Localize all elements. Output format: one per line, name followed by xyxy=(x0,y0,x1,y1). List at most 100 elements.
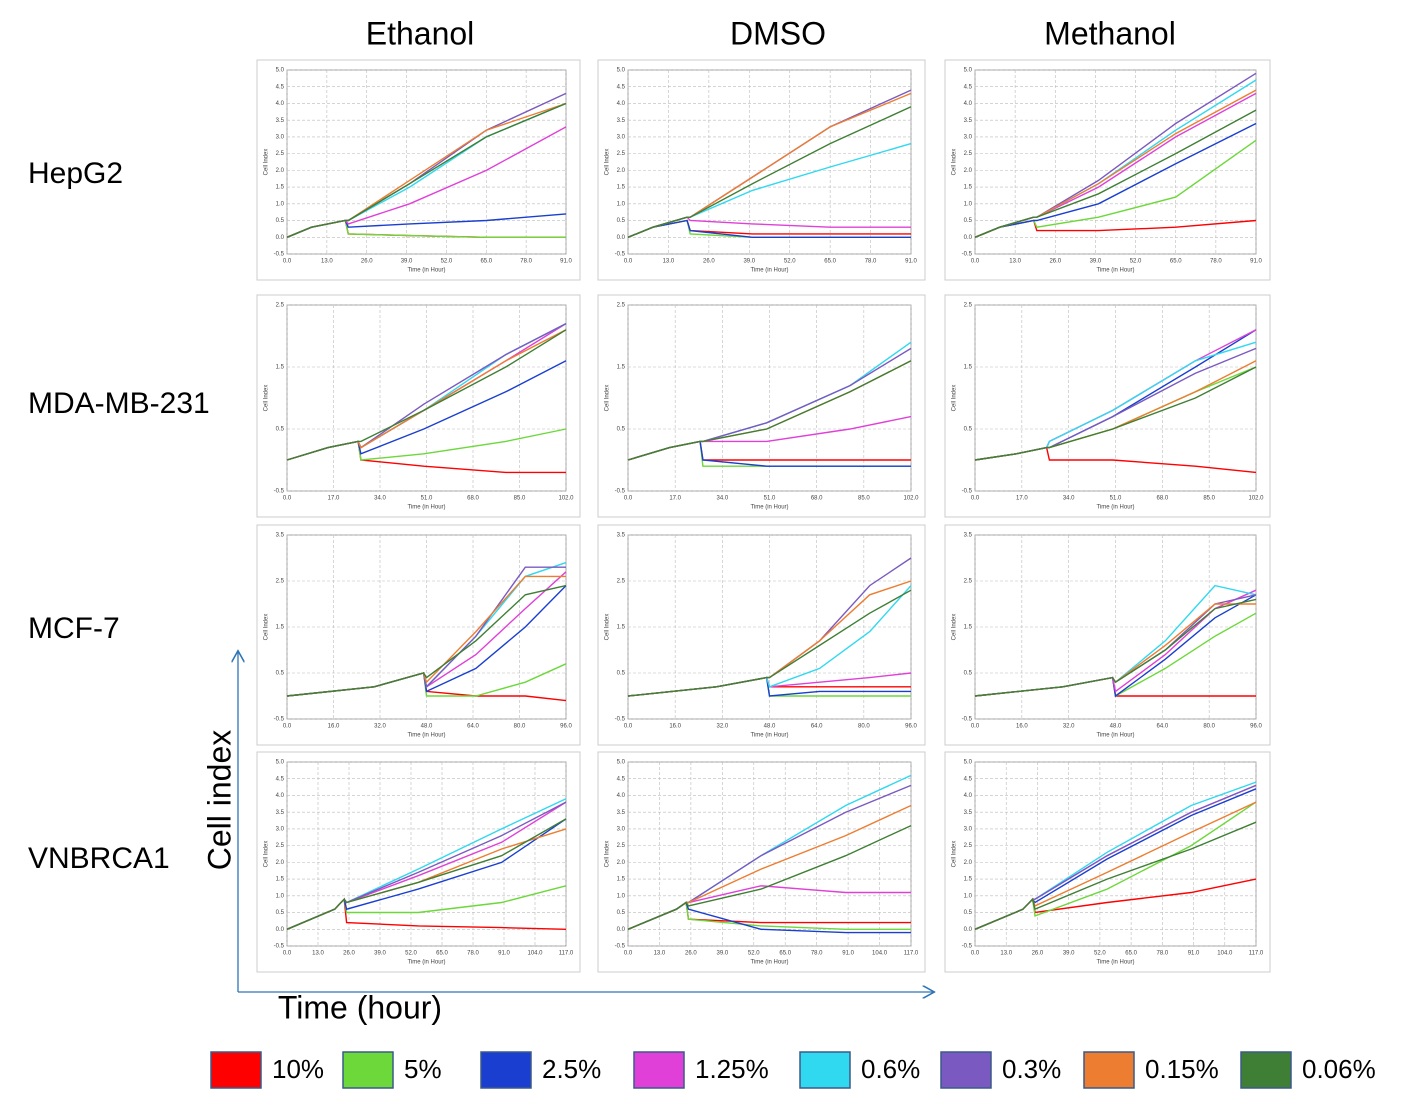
y-tick-label: 3.5 xyxy=(276,118,285,124)
panel-x-label: Time (in Hour) xyxy=(1096,505,1134,511)
x-tick-label: 104.0 xyxy=(872,951,888,957)
x-tick-label: 65.0 xyxy=(480,259,492,265)
y-tick-label: 1.0 xyxy=(964,893,973,899)
column-title: DMSO xyxy=(730,15,826,51)
y-tick-label: 2.0 xyxy=(276,168,285,174)
series-line xyxy=(627,824,912,930)
panel-y-label: Cell Index xyxy=(264,841,270,868)
y-tick-label: 4.5 xyxy=(964,84,973,90)
x-tick-label: 16.0 xyxy=(1016,724,1028,730)
x-tick-label: 17.0 xyxy=(328,496,340,502)
x-tick-label: 17.0 xyxy=(669,496,681,502)
y-tick-label: 5.0 xyxy=(276,68,285,74)
series-line xyxy=(286,818,567,930)
x-axis-title: Time (hour) xyxy=(278,989,442,1025)
series-line xyxy=(974,821,1257,930)
y-tick-label: 2.5 xyxy=(276,303,285,309)
series-line xyxy=(974,366,1257,461)
series-line xyxy=(974,598,1257,697)
x-tick-label: 91.0 xyxy=(1188,951,1200,957)
x-tick-label: 78.0 xyxy=(520,259,532,265)
y-tick-label: 0.0 xyxy=(964,927,973,933)
x-tick-label: 80.0 xyxy=(514,724,526,730)
panel-y-label: Cell Index xyxy=(605,385,611,412)
x-tick-label: 0.0 xyxy=(283,496,292,502)
x-tick-label: 78.0 xyxy=(1210,259,1222,265)
x-tick-label: 52.0 xyxy=(1130,259,1142,265)
x-tick-label: 13.0 xyxy=(1000,951,1012,957)
y-tick-label: 5.0 xyxy=(964,68,973,74)
x-tick-label: 0.0 xyxy=(283,724,292,730)
x-tick-label: 65.0 xyxy=(779,951,791,957)
y-tick-label: 3.5 xyxy=(964,118,973,124)
x-tick-label: 39.0 xyxy=(1063,951,1075,957)
x-tick-label: 17.0 xyxy=(1016,496,1028,502)
x-tick-label: 52.0 xyxy=(441,259,453,265)
panel-frame xyxy=(597,524,926,746)
y-tick-label: -0.5 xyxy=(274,717,285,723)
panel-frame xyxy=(256,59,581,281)
panel-x-label: Time (in Hour) xyxy=(750,733,788,739)
y-tick-label: 2.0 xyxy=(964,168,973,174)
x-tick-label: 117.0 xyxy=(559,951,574,957)
panel-x-label: Time (in Hour) xyxy=(1096,733,1134,739)
x-tick-label: 102.0 xyxy=(1248,496,1264,502)
legend-label: 0.15% xyxy=(1145,1054,1219,1084)
y-tick-label: 3.0 xyxy=(276,134,285,140)
row-label: MDA-MB-231 xyxy=(28,387,210,420)
x-tick-label: 13.0 xyxy=(321,259,333,265)
y-tick-label: 2.5 xyxy=(964,843,973,849)
x-tick-label: 51.0 xyxy=(1110,496,1122,502)
y-tick-label: 2.5 xyxy=(617,151,626,157)
y-tick-label: 1.0 xyxy=(617,201,626,207)
x-tick-label: 13.0 xyxy=(663,259,675,265)
column-title: Ethanol xyxy=(366,15,475,51)
y-tick-label: 3.5 xyxy=(964,810,973,816)
y-tick-label: 2.5 xyxy=(617,843,626,849)
panel-x-label: Time (in Hour) xyxy=(407,960,445,966)
x-tick-label: 102.0 xyxy=(558,496,574,502)
x-tick-label: 52.0 xyxy=(1094,951,1106,957)
series-line xyxy=(286,329,567,461)
y-tick-label: 1.5 xyxy=(617,185,626,191)
y-tick-label: 0.5 xyxy=(964,427,973,433)
panel-frame xyxy=(597,751,926,973)
y-tick-label: 0.0 xyxy=(964,235,973,241)
x-tick-label: 85.0 xyxy=(858,496,870,502)
legend-label: 0.6% xyxy=(861,1054,920,1084)
x-tick-label: 65.0 xyxy=(1125,951,1137,957)
x-tick-label: 0.0 xyxy=(971,259,980,265)
y-tick-label: 3.5 xyxy=(617,533,626,539)
x-tick-label: 80.0 xyxy=(1203,724,1215,730)
legend-swatch xyxy=(940,1051,992,1089)
y-tick-label: -0.5 xyxy=(615,489,626,495)
y-tick-label: 0.0 xyxy=(276,927,285,933)
y-tick-label: 1.5 xyxy=(276,625,285,631)
y-tick-label: 2.5 xyxy=(617,579,626,585)
y-tick-label: 0.5 xyxy=(276,671,285,677)
x-tick-label: 85.0 xyxy=(1203,496,1215,502)
x-tick-label: 34.0 xyxy=(716,496,728,502)
x-tick-label: 0.0 xyxy=(624,259,633,265)
y-tick-label: 0.5 xyxy=(617,427,626,433)
panel-y-label: Cell Index xyxy=(605,614,611,641)
x-tick-label: 96.0 xyxy=(560,724,572,730)
y-tick-label: -0.5 xyxy=(274,489,285,495)
y-tick-label: -0.5 xyxy=(962,252,973,258)
y-tick-label: 4.0 xyxy=(617,793,626,799)
y-tick-label: 2.0 xyxy=(276,860,285,866)
y-tick-label: 0.5 xyxy=(276,427,285,433)
y-tick-label: 1.0 xyxy=(617,893,626,899)
legend-label: 0.06% xyxy=(1302,1054,1376,1084)
x-tick-label: 39.0 xyxy=(1090,259,1102,265)
legend-swatch xyxy=(480,1051,532,1089)
panel-x-label: Time (in Hour) xyxy=(750,268,788,274)
y-tick-label: 1.0 xyxy=(964,201,973,207)
panel-x-label: Time (in Hour) xyxy=(407,268,445,274)
x-tick-label: 68.0 xyxy=(811,496,823,502)
x-tick-label: 32.0 xyxy=(1063,724,1075,730)
panel-y-label: Cell Index xyxy=(952,841,958,868)
legend-label: 5% xyxy=(404,1054,442,1084)
y-tick-label: 2.5 xyxy=(276,151,285,157)
y-tick-label: -0.5 xyxy=(615,252,626,258)
